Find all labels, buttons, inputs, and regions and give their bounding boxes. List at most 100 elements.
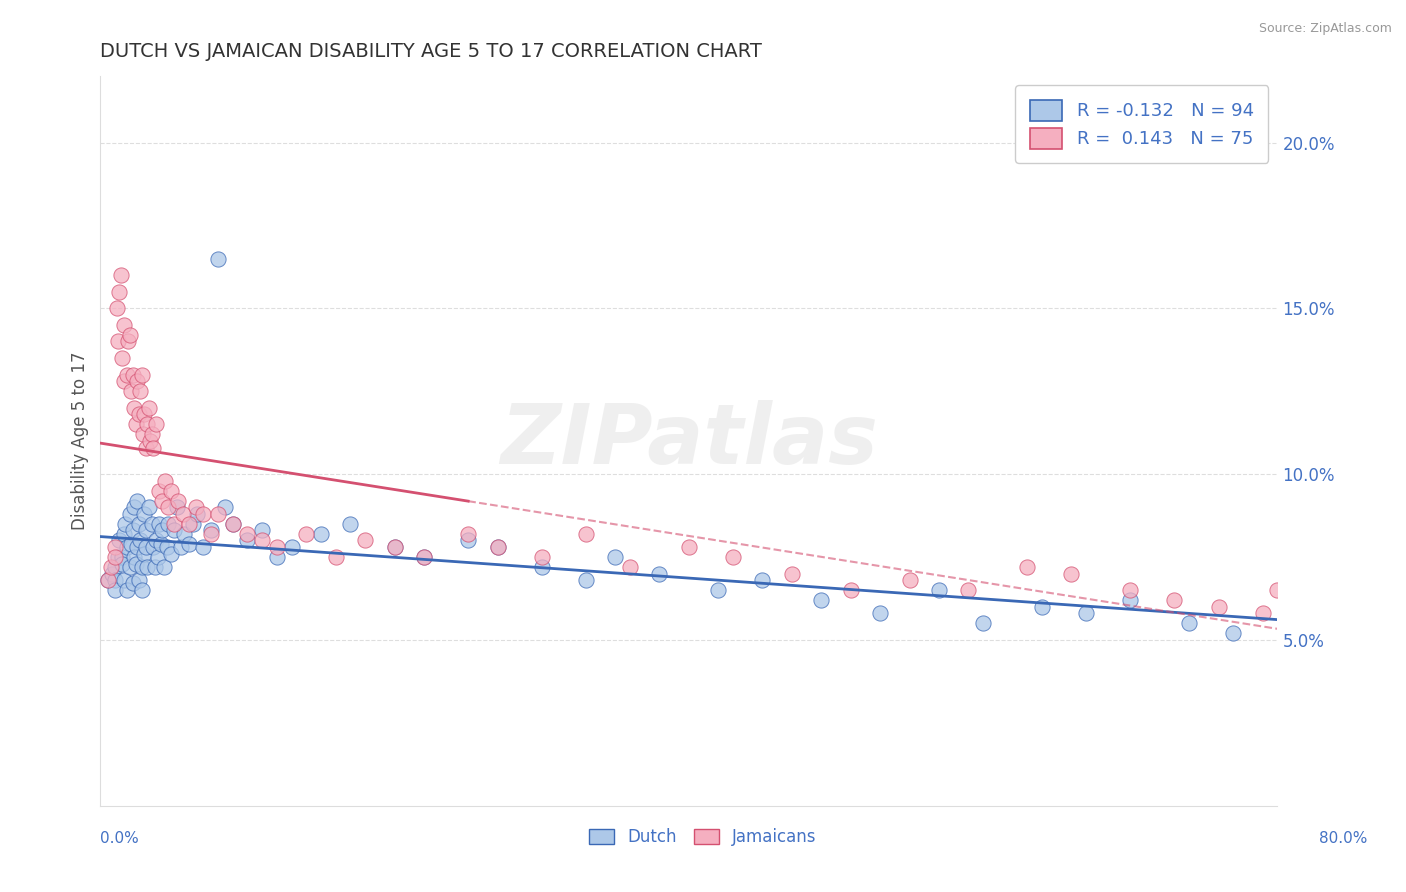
Point [619,560,641,574]
Point [160,547,183,561]
Point [575,526,598,541]
Point [120,537,142,551]
Point [112,526,135,541]
Point [1340,607,1362,621]
Point [1060,566,1083,581]
Point [266,549,288,564]
Point [193,540,215,554]
Point [457,526,479,541]
Point [167,493,190,508]
Point [135,524,157,538]
Point [117,334,139,349]
Point [118,560,141,574]
Point [143,560,166,574]
Point [339,516,361,531]
Point [309,526,332,541]
Y-axis label: Disability Age 5 to 17: Disability Age 5 to 17 [72,351,89,530]
Point [134,408,156,422]
Point [122,549,145,564]
Point [115,368,138,382]
Point [166,500,188,515]
Point [128,573,150,587]
Point [207,252,229,266]
Point [122,500,145,515]
Point [148,483,170,498]
Point [1163,593,1185,607]
Point [972,616,994,631]
Point [839,583,862,598]
Point [1281,599,1303,614]
Point [101,566,124,581]
Point [266,540,288,554]
Point [486,540,509,554]
Point [138,500,160,515]
Point [150,524,173,538]
Point [184,500,207,515]
Point [142,540,165,554]
Point [104,560,127,574]
Point [222,516,245,531]
Point [200,526,222,541]
Point [150,493,173,508]
Point [131,368,153,382]
Point [1119,583,1142,598]
Point [111,557,134,571]
Point [605,549,627,564]
Point [97,573,120,587]
Point [295,526,318,541]
Point [108,285,131,299]
Point [236,526,259,541]
Point [530,549,553,564]
Point [132,427,155,442]
Point [157,516,180,531]
Point [707,583,730,598]
Point [97,573,120,587]
Point [200,524,222,538]
Point [575,573,598,587]
Point [721,549,744,564]
Point [810,593,832,607]
Point [115,583,138,598]
Point [250,524,273,538]
Point [155,540,177,554]
Point [145,417,167,432]
Point [957,583,980,598]
Point [129,533,152,548]
Point [104,540,127,554]
Point [110,268,132,282]
Point [107,549,129,564]
Point [121,576,143,591]
Point [127,493,149,508]
Point [142,441,165,455]
Point [141,516,163,531]
Point [486,540,509,554]
Point [354,533,377,548]
Point [222,516,245,531]
Point [124,557,146,571]
Point [100,560,122,574]
Point [780,566,803,581]
Point [108,533,131,548]
Point [111,351,134,365]
Point [128,408,150,422]
Point [149,537,172,551]
Text: 0.0%: 0.0% [100,831,139,846]
Point [177,516,200,531]
Point [134,507,156,521]
Point [136,417,159,432]
Point [384,540,406,554]
Point [135,540,157,554]
Point [160,483,183,498]
Point [1178,616,1201,631]
Point [413,549,436,564]
Point [112,374,135,388]
Point [1119,593,1142,607]
Point [170,540,193,554]
Point [104,573,127,587]
Legend: R = -0.132   N = 94, R =  0.143   N = 75: R = -0.132 N = 94, R = 0.143 N = 75 [1015,86,1268,163]
Point [193,507,215,521]
Point [118,327,141,342]
Point [163,516,186,531]
Point [139,434,162,448]
Point [1251,607,1274,621]
